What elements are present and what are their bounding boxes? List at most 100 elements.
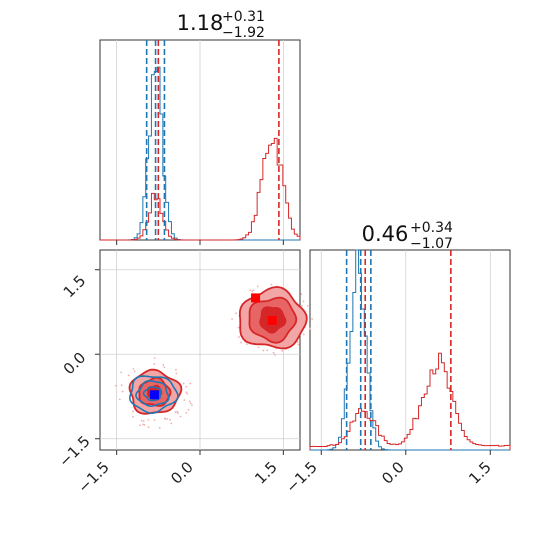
title-param-2: 0.46	[362, 222, 409, 246]
hist-red-p0	[100, 137, 301, 241]
scatter-point	[187, 408, 190, 411]
scatter-point	[185, 411, 188, 414]
contour-blue-1	[135, 380, 170, 408]
contours	[114, 283, 313, 429]
tick-label-x2-1: 0.0	[378, 458, 408, 488]
scatter-point	[191, 404, 193, 407]
scatter-point	[189, 382, 192, 385]
tick-label-x2-2: 1.5	[465, 458, 495, 488]
scatter-point	[177, 412, 179, 415]
title-param-1-sub: −1.92	[222, 25, 265, 41]
scatter-point	[162, 364, 165, 366]
title-param-2-sup: +0.34	[410, 220, 453, 236]
tick-label-y-0: 1.5	[60, 272, 90, 302]
contour-blue-0	[128, 375, 179, 415]
title-param-1: 1.18	[177, 11, 224, 35]
tick-label-x1-1: 0.0	[167, 458, 197, 488]
scatter-point	[302, 333, 305, 336]
scatter-point	[114, 384, 117, 387]
scatter-point	[120, 371, 123, 374]
scatter-point	[185, 385, 188, 388]
hist-blue-p1	[310, 249, 510, 451]
scatter-point	[143, 423, 146, 426]
scatter-point	[147, 426, 150, 429]
scatter-point	[186, 392, 189, 395]
scatter-point	[297, 343, 300, 346]
scatter-point	[132, 415, 134, 418]
ticks	[95, 240, 491, 455]
scatter-point	[140, 419, 143, 422]
scatter-point	[183, 399, 186, 401]
scatter-point	[121, 390, 124, 393]
title-param-1-main: 1.18	[177, 11, 224, 35]
tick-label-y-2: −1.5	[55, 432, 93, 470]
scatter-point	[185, 391, 188, 394]
scatter-point	[235, 312, 238, 315]
scatter-point	[170, 422, 173, 425]
panel-bottom-right	[309, 249, 511, 451]
scatter-point	[163, 366, 166, 369]
scatter-point	[296, 341, 299, 344]
scatter-point	[188, 400, 191, 403]
grid-lines	[100, 40, 491, 450]
scatter-point	[169, 418, 171, 421]
scatter-point	[153, 419, 156, 421]
scatter-point	[175, 368, 177, 371]
scatter-point	[139, 424, 142, 427]
scatter-point	[300, 293, 303, 296]
scatter-point	[237, 326, 240, 329]
scatter-point	[257, 346, 260, 349]
scatter-point	[179, 415, 182, 418]
scatter-point	[266, 349, 269, 352]
scatter-point	[311, 318, 313, 320]
tick-label-x2-0: −1.5	[282, 458, 320, 496]
quantile-lines	[145, 40, 452, 450]
scatter-point	[306, 305, 309, 307]
histograms	[100, 66, 511, 451]
scatter-point	[118, 398, 121, 401]
scatter-point	[249, 289, 251, 292]
scatter-point	[251, 290, 254, 293]
scatter-point	[166, 418, 169, 420]
tick-label-x1-0: −1.5	[74, 458, 112, 496]
scatter-point	[231, 318, 233, 320]
scatter-point	[182, 382, 185, 385]
scatter-point	[309, 327, 311, 330]
scatter-point	[153, 357, 156, 359]
scatter-point	[132, 368, 135, 370]
scatter-point	[175, 372, 178, 375]
scatter-point	[272, 351, 275, 354]
truth-marker-red-1	[267, 315, 277, 325]
scatter-point	[147, 418, 150, 421]
scatter-point	[189, 402, 192, 405]
truth-marker-blue	[149, 390, 159, 400]
scatter-point	[281, 349, 283, 352]
scatter-point	[262, 349, 265, 352]
scatter-point	[237, 336, 240, 338]
scatter-point	[120, 384, 123, 387]
scatter-point	[256, 285, 259, 288]
title-param-2-sub: −1.07	[410, 236, 453, 252]
tick-label-x1-2: 1.5	[251, 458, 281, 488]
scatter-point	[252, 289, 255, 292]
scatter-point	[240, 341, 242, 344]
scatter-point	[158, 426, 161, 429]
scatter-point	[274, 353, 276, 356]
scatter-point	[300, 304, 303, 307]
tick-label-y-1: 0.0	[60, 349, 90, 379]
scatter-point	[142, 423, 144, 426]
scatter-point	[176, 410, 179, 413]
scatter-point	[245, 343, 248, 346]
scatter-point	[142, 420, 145, 423]
scatter-point	[132, 410, 134, 413]
scatter-point	[164, 418, 166, 420]
title-param-1-sup: +0.31	[222, 9, 265, 25]
scatter-point	[127, 374, 130, 377]
scatter-point	[153, 363, 156, 365]
scatter-point	[302, 300, 305, 303]
hist-red-p1	[309, 352, 511, 450]
scatter-point	[270, 283, 273, 286]
truth-marker-red-0	[251, 293, 261, 303]
title-param-2-main: 0.46	[362, 222, 409, 246]
